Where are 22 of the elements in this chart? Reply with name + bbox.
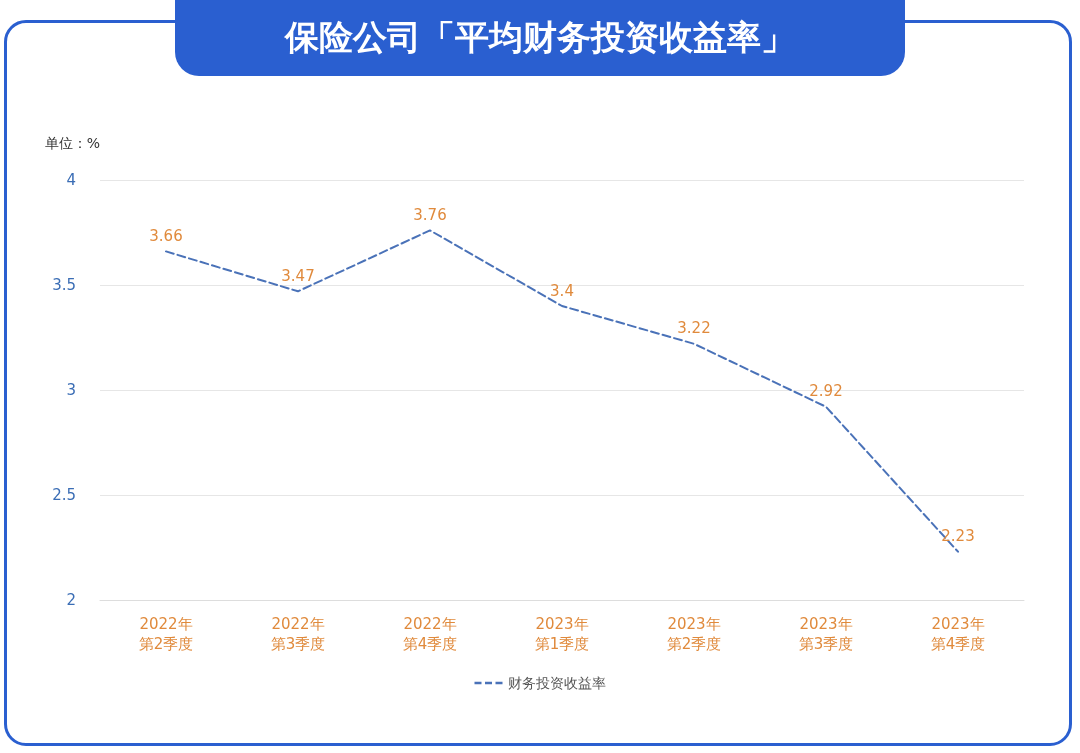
- data-label: 3.22: [677, 319, 711, 338]
- y-tick-label: 2: [66, 591, 76, 609]
- chart-title: 保险公司「平均财务投资收益率」: [175, 0, 905, 76]
- data-label: 3.47: [281, 266, 315, 285]
- x-tick-label: 2023年第4季度: [930, 615, 986, 653]
- x-tick-label: 2022年第2季度: [138, 615, 194, 653]
- data-label: 2.23: [941, 527, 975, 546]
- legend-label: 财务投资收益率: [507, 675, 606, 691]
- y-tick-label: 3.5: [52, 276, 76, 294]
- y-tick-label: 2.5: [52, 486, 76, 504]
- y-axis-title: 单位：%: [44, 135, 100, 151]
- x-tick-label: 2023年第2季度: [666, 615, 722, 653]
- x-tick-label: 2023年第1季度: [534, 615, 590, 653]
- data-label: 3.4: [550, 281, 574, 300]
- y-tick-label: 3: [66, 381, 76, 399]
- x-tick-label: 2022年第4季度: [402, 615, 458, 653]
- data-label: 3.66: [149, 226, 183, 245]
- y-tick-label: 4: [66, 171, 76, 189]
- data-label: 3.76: [413, 205, 447, 224]
- x-tick-label: 2023年第3季度: [798, 615, 854, 653]
- x-tick-label: 2022年第3季度: [270, 615, 326, 653]
- data-label: 2.92: [809, 382, 843, 401]
